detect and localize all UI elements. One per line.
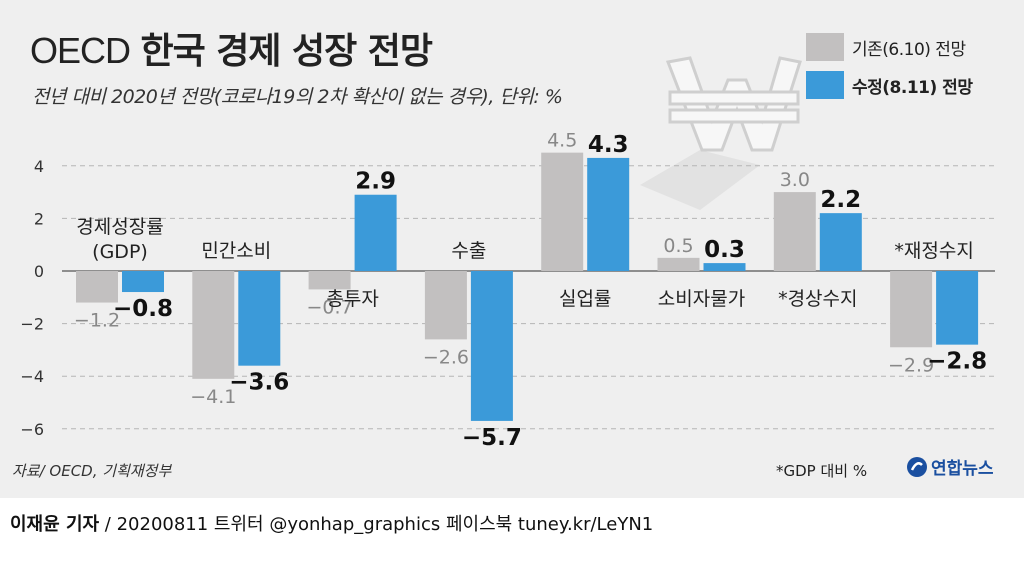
bar-previous [424, 271, 467, 340]
bar-revised [703, 263, 746, 271]
legend-item-previous: 기존(6.10) 전망 [806, 33, 972, 61]
category-label-line: 실업률 [559, 288, 611, 310]
bar-previous [657, 257, 700, 271]
legend-item-revised: 수정(8.11) 전망 [806, 71, 973, 99]
bar-previous [192, 271, 235, 379]
footer-credits: 이재윤 기자 / 20200811 트위터 @yonhap_graphics 페… [10, 510, 653, 536]
bar-revised [122, 271, 164, 293]
yonhap-logo-icon [907, 456, 927, 477]
category-label-line: 총투자 [326, 288, 378, 310]
bar-chart: 4 2 0 −2 −4 −6 −1.2−0.8 −4.1−3.6 −0.7 2.9 −2.6 −5.… [20, 56, 995, 451]
y-tick-label: 2 [34, 209, 44, 228]
category-label-line: *경상수지 [778, 288, 857, 310]
value-label-previous: −2.9 [888, 354, 934, 376]
category-label-line: 수출 [451, 240, 486, 262]
bar-previous [308, 271, 351, 290]
value-label-revised: 2.9 [355, 169, 396, 195]
y-tick-label: −4 [20, 367, 44, 386]
value-label-previous: −4.1 [190, 386, 236, 408]
bar-previous [773, 192, 816, 271]
category-label: 실업률 [559, 288, 611, 310]
value-label-revised: 0.3 [704, 237, 745, 263]
title-latin: OECD [30, 30, 131, 71]
category-label: *경상수지 [778, 288, 857, 310]
value-label-revised: 2.2 [820, 187, 861, 213]
bar-revised [238, 271, 281, 366]
bar-previous [76, 271, 118, 303]
y-tick-label: 4 [34, 157, 44, 176]
value-label-previous: −1.2 [74, 310, 120, 332]
category-label-line: 경제성장률 [76, 216, 163, 238]
category-label: 수출 [451, 240, 486, 262]
bar-revised [819, 213, 862, 271]
value-label-revised: −3.6 [229, 370, 289, 396]
value-label-revised: −2.8 [927, 349, 987, 375]
value-label-revised: −0.8 [113, 296, 173, 322]
bar-revised [354, 194, 397, 271]
chart-title: OECD 한국 경제 성장 전망 [30, 22, 433, 74]
category-label: 총투자 [326, 288, 378, 310]
value-label-previous: −2.6 [423, 346, 469, 368]
footer-details: / 20200811 트위터 @yonhap_graphics 페이스북 tun… [99, 514, 654, 535]
value-label-revised: 4.3 [588, 132, 629, 158]
value-label-previous: 4.5 [547, 130, 577, 152]
bar-previous [541, 152, 584, 271]
category-label-line: *재정수지 [894, 240, 973, 262]
bar-revised [936, 271, 979, 345]
value-label-previous: 0.5 [663, 235, 693, 257]
bar-revised [587, 157, 630, 271]
y-tick-label: 0 [34, 262, 44, 281]
category-label: 경제성장률 (GDP) [76, 216, 163, 263]
y-tick-label: −6 [20, 420, 44, 439]
legend: 기존(6.10) 전망 수정(8.11) 전망 [806, 33, 973, 109]
title-korean: 한국 경제 성장 전망 [140, 31, 433, 72]
bar-revised [470, 271, 513, 421]
y-tick-label: −2 [20, 315, 44, 334]
chart-subtitle: 전년 대비 2020년 전망(코로나19의 2차 확산이 없는 경우), 단위:… [32, 86, 563, 108]
value-label-previous: −0.7 [307, 296, 353, 318]
category-label-line: 소비자물가 [658, 288, 745, 310]
footnote: *GDP 대비 % [776, 462, 868, 480]
value-label-previous: 3.0 [780, 169, 810, 191]
author-name: 이재윤 기자 [10, 514, 100, 535]
category-label: *재정수지 [894, 240, 973, 262]
won-currency-icon [640, 56, 802, 210]
value-label-revised: −5.7 [462, 425, 522, 451]
value-labels: −1.2−0.8 −4.1−3.6 −0.7 2.9 −2.6 −5.7 4.5 4.3 0.5… [74, 130, 987, 451]
category-label-line: 민간소비 [201, 240, 271, 262]
bars [76, 152, 979, 421]
legend-label-previous: 기존(6.10) 전망 [852, 39, 966, 60]
legend-swatch-previous [806, 33, 844, 61]
category-label: 소비자물가 [658, 288, 745, 310]
y-axis-ticks: 4 2 0 −2 −4 −6 [20, 157, 44, 439]
brand: 연합뉴스 [906, 454, 994, 479]
legend-swatch-revised [806, 71, 844, 99]
brand-name: 연합뉴스 [931, 459, 994, 479]
bar-previous [890, 271, 933, 348]
category-label-line: (GDP) [92, 241, 148, 263]
category-label: 민간소비 [201, 240, 271, 262]
legend-label-revised: 수정(8.11) 전망 [852, 77, 973, 98]
source-text: 자료/ OECD, 기획재정부 [12, 462, 172, 480]
